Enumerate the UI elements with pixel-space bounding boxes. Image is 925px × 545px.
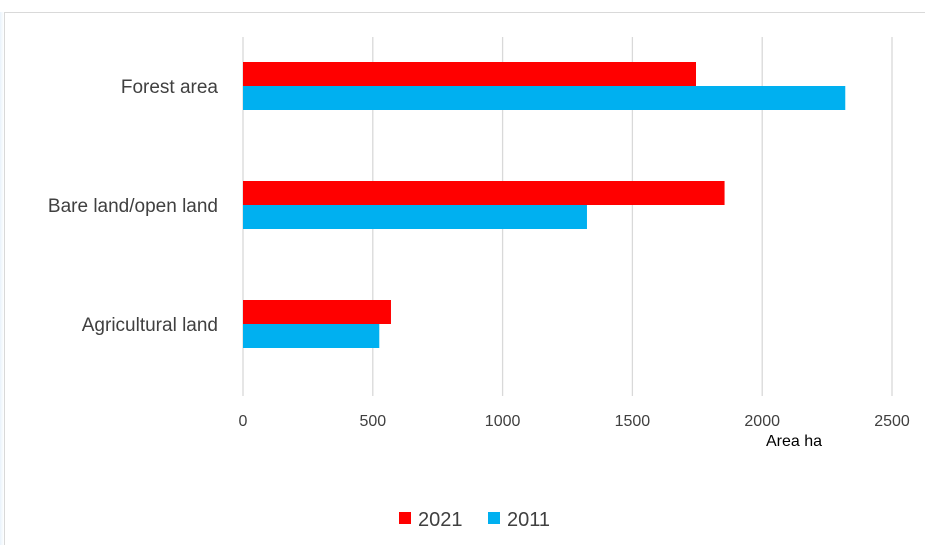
- x-tick-label: 1000: [485, 413, 521, 430]
- x-tick-labels: 0 500 1000 1500 2000 2500: [239, 413, 910, 430]
- legend-swatch-2021: [399, 512, 411, 524]
- x-tick-label: 2500: [874, 413, 910, 430]
- category-label: Bare land/open land: [48, 196, 218, 217]
- x-axis-title: Area ha: [766, 433, 822, 450]
- legend-label-2021: 2021: [418, 509, 463, 531]
- bars: [243, 62, 846, 348]
- bar-2021-1: [243, 181, 725, 205]
- x-tick-label: 2000: [744, 413, 780, 430]
- bar-2011-2: [243, 324, 380, 348]
- x-tick-label: 500: [359, 413, 386, 430]
- bar-2011-0: [243, 86, 846, 110]
- category-label: Agricultural land: [82, 315, 218, 336]
- category-label: Forest area: [121, 77, 219, 98]
- left-edge-shade: [0, 12, 4, 545]
- category-labels: Forest area Bare land/open land Agricultur…: [48, 77, 219, 336]
- legend-swatch-2011: [488, 512, 500, 524]
- bar-2011-1: [243, 205, 587, 229]
- legend-label-2011: 2011: [507, 509, 550, 531]
- bar-2021-2: [243, 300, 391, 324]
- x-tick-label: 1500: [615, 413, 651, 430]
- bar-2021-0: [243, 62, 697, 86]
- legend: 2021 2011: [399, 509, 550, 531]
- x-tick-label: 0: [239, 413, 248, 430]
